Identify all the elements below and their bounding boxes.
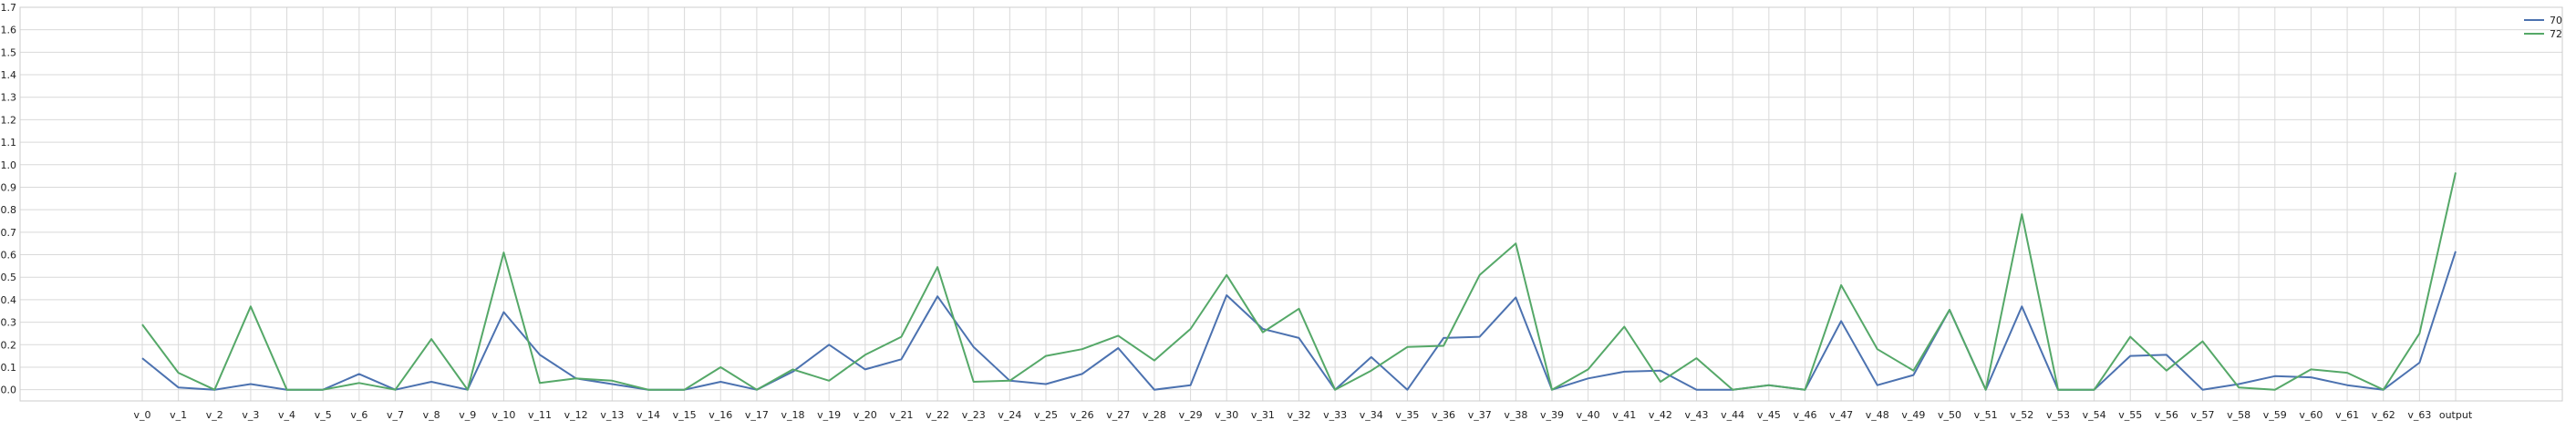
x-tick-label: v_24	[998, 409, 1021, 421]
x-tick-label: v_38	[1504, 409, 1527, 421]
x-tick-label: v_11	[528, 409, 552, 421]
x-tick-label: v_46	[1793, 409, 1816, 421]
x-tick-label: v_57	[2191, 409, 2215, 421]
x-tick-label: v_19	[817, 409, 841, 421]
x-tick-label: v_10	[491, 409, 515, 421]
legend-label: 72	[2550, 28, 2562, 40]
x-tick-label: v_29	[1179, 409, 1203, 421]
x-tick-label: v_0	[133, 409, 150, 421]
y-tick-label: 1.6	[1, 25, 17, 36]
x-tick-label: v_52	[2010, 409, 2033, 421]
x-tick-label: v_7	[387, 409, 404, 421]
y-tick-label: 0.6	[1, 250, 17, 262]
x-tick-labels: v_0 v_1 v_2 v_3 v_4 v_5 v_6 v_7 v_8 v_9 v_10 v_11 v_…	[133, 409, 2472, 421]
y-tick-label: 0.7	[1, 227, 17, 239]
x-tick-label: v_63	[2407, 409, 2431, 421]
y-tick-label: 0.3	[1, 317, 17, 329]
legend-label: 70	[2550, 15, 2562, 26]
x-tick-label: v_22	[926, 409, 949, 421]
y-gridlines	[20, 6, 2562, 391]
x-tick-label: v_34	[1360, 409, 1383, 421]
x-tick-label: v_55	[2118, 409, 2142, 421]
x-tick-label: v_17	[745, 409, 769, 421]
x-tick-label: v_39	[1540, 409, 1564, 421]
x-tick-label: v_1	[170, 409, 187, 421]
x-tick-label: v_61	[2335, 409, 2359, 421]
x-tick-label: v_49	[1901, 409, 1925, 421]
y-tick-label: 1.7	[1, 2, 17, 14]
y-tick-label: 0.2	[1, 339, 17, 351]
x-tick-label: v_43	[1685, 409, 1709, 421]
x-tick-label: v_9	[459, 409, 476, 421]
x-tick-label: v_40	[1577, 409, 1600, 421]
x-tick-label: v_44	[1721, 409, 1744, 421]
y-tick-label: 0.8	[1, 204, 17, 216]
x-tick-label: v_30	[1215, 409, 1238, 421]
x-tick-label: v_25	[1034, 409, 1058, 421]
x-tick-label: v_6	[350, 409, 367, 421]
x-tick-label: v_53	[2046, 409, 2070, 421]
x-tick-label: v_15	[673, 409, 697, 421]
x-tick-label: v_13	[600, 409, 624, 421]
x-tick-label: v_51	[1974, 409, 1998, 421]
series-line-72	[141, 172, 2457, 391]
x-tick-label: v_33	[1323, 409, 1347, 421]
x-tick-label: v_54	[2083, 409, 2106, 421]
x-tick-label: v_20	[853, 409, 877, 421]
x-tick-label: v_45	[1757, 409, 1781, 421]
x-tick-label: v_62	[2372, 409, 2395, 421]
x-tick-label: v_41	[1612, 409, 1636, 421]
x-tick-label: v_26	[1071, 409, 1094, 421]
y-tick-label: 1.2	[1, 114, 17, 126]
y-tick-label: 0.1	[1, 362, 17, 374]
y-tick-labels: 0.0 0.1 0.2 0.3 0.4 0.5 0.6 0.7 0.8 0.9 1.0 1.1 1.2 1…	[1, 2, 17, 396]
x-tick-label: output	[2439, 409, 2473, 421]
x-gridlines	[141, 7, 2457, 401]
y-tick-label: 1.3	[1, 92, 17, 104]
y-tick-label: 1.4	[1, 69, 17, 81]
x-tick-label: v_31	[1251, 409, 1275, 421]
x-tick-label: v_16	[709, 409, 732, 421]
x-tick-label: v_37	[1468, 409, 1492, 421]
x-tick-label: v_4	[278, 409, 295, 421]
y-tick-label: 0.5	[1, 272, 17, 283]
x-tick-label: v_23	[962, 409, 986, 421]
x-tick-label: v_5	[315, 409, 332, 421]
x-tick-label: v_56	[2155, 409, 2178, 421]
x-tick-label: v_3	[242, 409, 259, 421]
x-tick-label: v_12	[564, 409, 588, 421]
x-tick-label: v_2	[206, 409, 223, 421]
x-tick-label: v_48	[1866, 409, 1889, 421]
x-tick-label: v_35	[1395, 409, 1419, 421]
x-tick-label: v_60	[2299, 409, 2323, 421]
x-tick-label: v_8	[423, 409, 440, 421]
y-tick-label: 1.1	[1, 137, 17, 149]
x-tick-label: v_59	[2263, 409, 2287, 421]
x-tick-label: v_36	[1432, 409, 1455, 421]
x-tick-label: v_58	[2227, 409, 2250, 421]
x-tick-label: v_14	[636, 409, 660, 421]
x-tick-label: v_21	[889, 409, 913, 421]
x-tick-label: v_27	[1106, 409, 1130, 421]
x-tick-label: v_32	[1287, 409, 1310, 421]
series-lines	[141, 172, 2457, 391]
plot-frame	[19, 6, 2563, 402]
x-tick-label: v_50	[1938, 409, 1961, 421]
y-tick-label: 1.5	[1, 46, 17, 58]
x-tick-label: v_47	[1829, 409, 1853, 421]
x-tick-label: v_28	[1143, 409, 1166, 421]
y-tick-label: 0.9	[1, 181, 17, 193]
x-tick-label: v_18	[781, 409, 805, 421]
x-tick-label: v_42	[1649, 409, 1672, 421]
y-tick-label: 0.4	[1, 294, 17, 306]
y-tick-label: 1.0	[1, 159, 17, 171]
y-tick-label: 0.0	[1, 385, 17, 396]
